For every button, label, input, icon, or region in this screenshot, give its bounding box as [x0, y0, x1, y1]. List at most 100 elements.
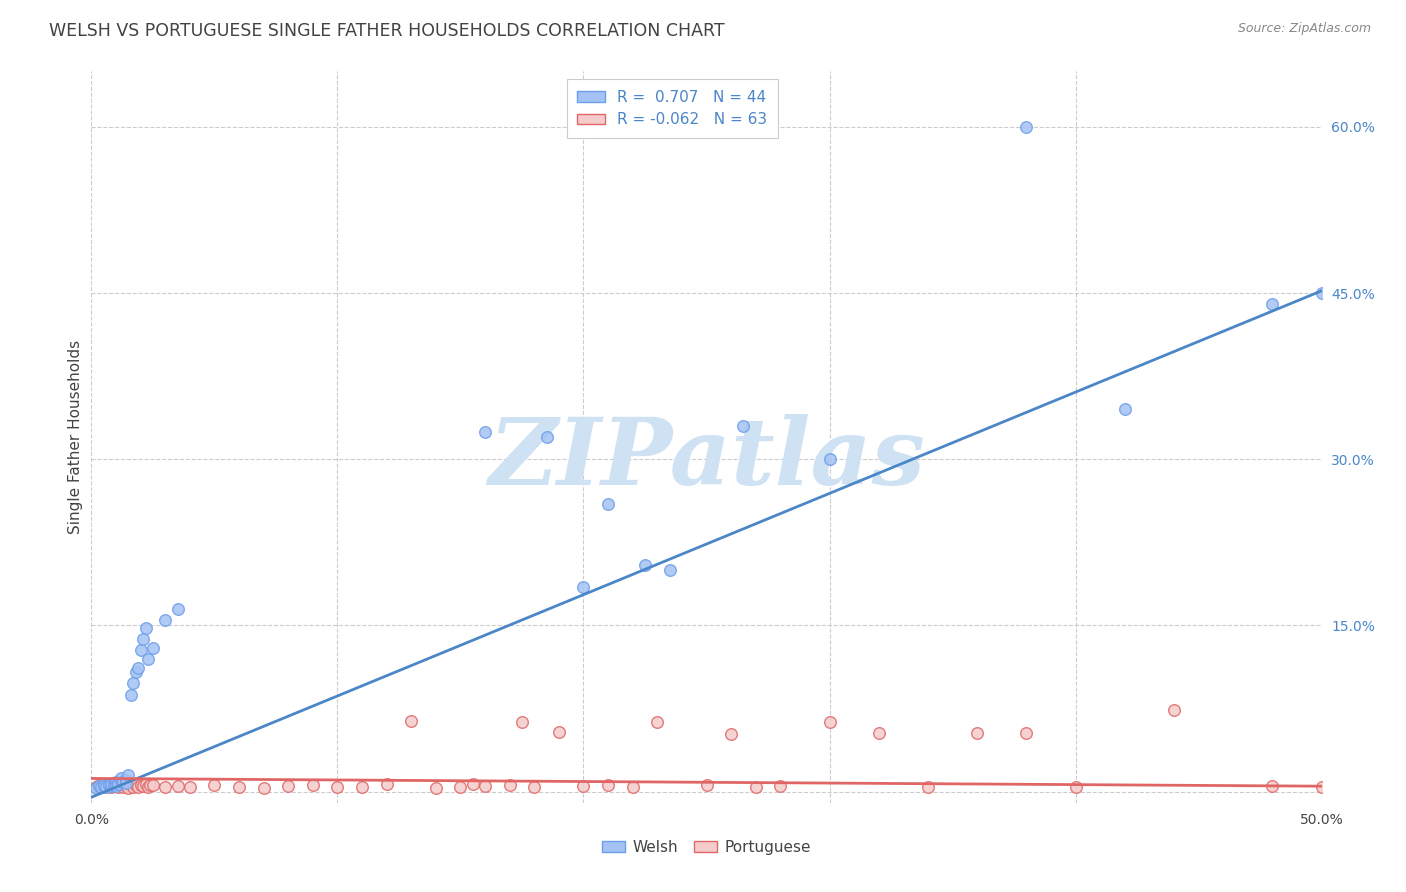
Y-axis label: Single Father Households: Single Father Households [67, 340, 83, 534]
Point [645, 714, 669, 729]
Point [1114, 402, 1136, 417]
Point [96, 780, 117, 795]
Point [818, 452, 841, 467]
Point [166, 602, 188, 616]
Point [868, 726, 890, 740]
Point [1163, 703, 1185, 717]
Point [136, 780, 159, 795]
Point [100, 779, 122, 793]
Point [103, 776, 125, 790]
Point [127, 780, 149, 795]
Text: Source: ZipAtlas.com: Source: ZipAtlas.com [1237, 22, 1371, 36]
Point [498, 778, 520, 792]
Point [135, 621, 156, 635]
Point [124, 778, 146, 792]
Point [179, 780, 201, 795]
Text: WELSH VS PORTUGUESE SINGLE FATHER HOUSEHOLDS CORRELATION CHART: WELSH VS PORTUGUESE SINGLE FATHER HOUSEH… [49, 22, 725, 40]
Point [90, 780, 112, 795]
Point [142, 778, 165, 792]
Point [120, 777, 142, 791]
Point [474, 425, 496, 439]
Point [536, 430, 558, 444]
Point [122, 780, 145, 795]
Point [135, 777, 156, 791]
Point [1310, 285, 1333, 300]
Point [253, 781, 276, 796]
Point [114, 778, 138, 792]
Point [105, 779, 127, 793]
Point [1261, 297, 1284, 311]
Point [117, 781, 139, 796]
Point [139, 778, 162, 792]
Point [107, 780, 129, 795]
Point [129, 643, 152, 657]
Point [86, 780, 108, 795]
Point [326, 780, 349, 795]
Point [510, 714, 533, 729]
Point [1064, 780, 1087, 795]
Point [86, 781, 108, 796]
Point [87, 779, 110, 793]
Point [966, 726, 988, 740]
Point [129, 778, 152, 792]
Point [572, 580, 595, 594]
Point [153, 780, 177, 795]
Point [100, 777, 122, 791]
Point [132, 779, 155, 793]
Point [621, 780, 644, 795]
Point [96, 778, 117, 792]
Point [228, 780, 250, 795]
Point [96, 780, 117, 795]
Point [375, 777, 398, 791]
Text: ZIPatlas: ZIPatlas [488, 414, 925, 504]
Point [301, 778, 323, 792]
Point [572, 779, 595, 793]
Point [110, 772, 132, 786]
Point [110, 773, 132, 788]
Point [547, 724, 569, 739]
Point [105, 778, 127, 792]
Point [634, 558, 657, 572]
Point [733, 419, 755, 434]
Point [122, 676, 145, 690]
Point [114, 772, 138, 787]
Point [720, 727, 742, 741]
Point [136, 651, 159, 665]
Point [596, 497, 619, 511]
Point [107, 777, 129, 791]
Point [132, 632, 155, 646]
Point [166, 779, 188, 793]
Point [87, 778, 110, 792]
Point [352, 780, 374, 795]
Point [93, 777, 115, 791]
Point [103, 778, 125, 792]
Point [277, 779, 299, 793]
Point [93, 778, 115, 792]
Point [523, 780, 546, 795]
Point [153, 613, 177, 627]
Point [399, 714, 422, 728]
Point [93, 779, 115, 793]
Point [112, 780, 135, 795]
Point [596, 778, 619, 792]
Point [100, 777, 122, 791]
Point [112, 774, 135, 789]
Point [90, 780, 112, 795]
Point [1261, 779, 1284, 793]
Point [425, 781, 447, 796]
Point [769, 779, 792, 793]
Point [1015, 120, 1038, 134]
Point [202, 778, 225, 792]
Point [127, 660, 149, 674]
Point [818, 714, 841, 729]
Point [658, 563, 681, 577]
Legend: Welsh, Portuguese: Welsh, Portuguese [596, 834, 817, 861]
Point [1310, 780, 1333, 795]
Point [745, 780, 768, 795]
Point [110, 778, 132, 792]
Point [474, 779, 496, 793]
Point [107, 776, 129, 790]
Point [103, 779, 125, 793]
Point [117, 768, 139, 782]
Point [917, 780, 939, 795]
